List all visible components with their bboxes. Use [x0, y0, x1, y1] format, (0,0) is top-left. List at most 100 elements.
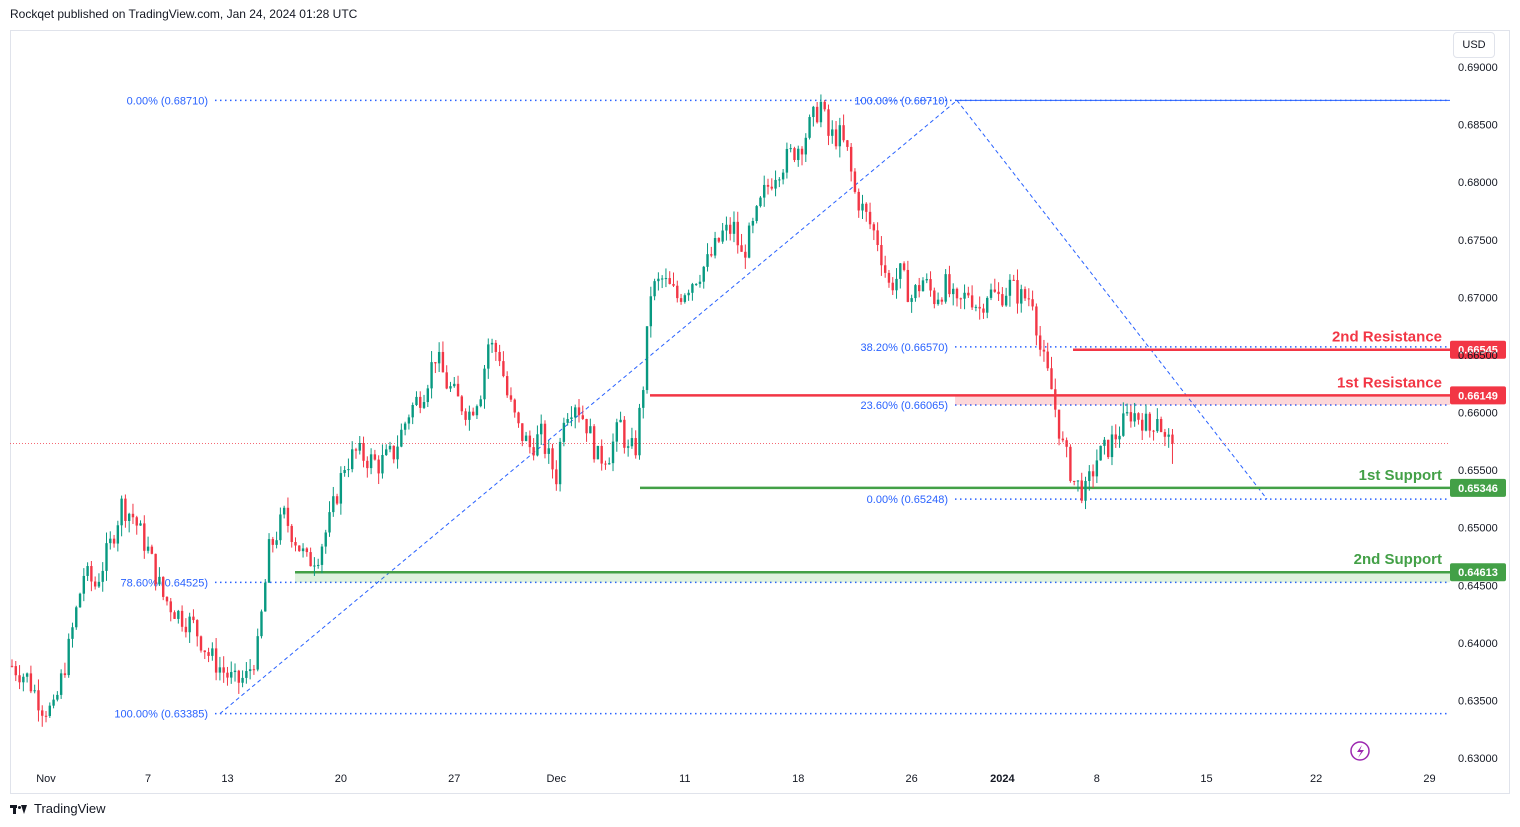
candle-body [316, 564, 320, 566]
candle-body [67, 638, 70, 676]
candle-body [589, 426, 592, 434]
candle-body [921, 280, 925, 292]
candle-body [343, 469, 346, 474]
candle-body [1069, 446, 1072, 481]
candle-body [1072, 480, 1076, 482]
candle-body [815, 106, 819, 123]
y-tick-label: 0.67000 [1458, 292, 1498, 304]
candle-body [668, 278, 671, 284]
candle-body [1091, 471, 1095, 477]
price-tag: 0.66149 [1458, 390, 1498, 402]
candle-body [925, 279, 928, 281]
fib-right-label: 0.00% (0.65248) [867, 494, 948, 506]
x-tick-label: 20 [335, 773, 347, 785]
level-label: 1st Resistance [1337, 374, 1442, 391]
candle-body [846, 140, 849, 147]
candle-body [808, 117, 811, 138]
candle-body [279, 514, 282, 541]
candle-body [948, 274, 951, 295]
candle-body [1114, 434, 1117, 440]
candle-body [596, 445, 600, 460]
candle-body [441, 351, 445, 373]
lightning-icon[interactable] [1350, 741, 1370, 761]
candle-body [1167, 434, 1170, 437]
candle-body [275, 540, 278, 545]
footer-brand[interactable]: TradingView [10, 801, 106, 816]
candle-body [1163, 432, 1167, 437]
candle-body [645, 326, 649, 391]
candle-body [479, 399, 482, 407]
candle-body [358, 443, 361, 451]
x-tick-label: 8 [1094, 773, 1100, 785]
candle-body [1061, 438, 1065, 441]
x-tick-label: 13 [221, 773, 233, 785]
candle-body [332, 496, 335, 513]
y-tick-label: 0.64500 [1458, 580, 1498, 592]
candle-body [400, 429, 403, 447]
candle-body [1144, 413, 1148, 431]
candle-body [347, 469, 350, 471]
candle-body [468, 411, 471, 420]
candle-body [192, 616, 195, 621]
candle-body [294, 542, 297, 546]
footer-logo-text: TradingView [34, 801, 106, 816]
candle-body [664, 278, 668, 280]
candle-body [634, 438, 637, 456]
candle-body [63, 673, 67, 676]
candle-body [626, 446, 630, 448]
support-zone [295, 572, 1450, 583]
candle-body [1031, 299, 1034, 307]
candle-body [37, 690, 40, 711]
candle-body [1171, 434, 1174, 444]
candle-body [14, 666, 17, 676]
candle-body [691, 284, 694, 293]
candle-body [831, 129, 834, 136]
candle-body [517, 412, 520, 424]
candle-body [199, 636, 203, 651]
candle-body [120, 498, 123, 526]
candle-body [351, 449, 354, 470]
candle-body [797, 148, 800, 161]
candle-body [403, 423, 407, 430]
candle-body [1103, 439, 1106, 446]
candle-body [555, 469, 558, 485]
candle-body [868, 211, 872, 225]
candle-body [853, 171, 857, 192]
candle-body [1050, 368, 1053, 390]
candle-body [301, 548, 305, 552]
candle-body [770, 186, 773, 189]
fib-left-label: 0.00% (0.68710) [127, 95, 208, 107]
candle-body [1148, 413, 1151, 431]
candle-body [313, 565, 316, 567]
candle-body [426, 388, 429, 403]
publisher-caption: Rockqet published on TradingView.com, Ja… [10, 7, 358, 21]
candle-body [226, 672, 229, 678]
fib-trendline-down [956, 100, 1268, 500]
candle-body [1080, 480, 1083, 501]
fib-right-label: 100.00% (0.68710) [854, 95, 948, 107]
candle-body [914, 285, 917, 299]
candle-body [154, 553, 157, 585]
candle-body [29, 673, 33, 692]
candle-body [392, 445, 395, 460]
candle-body [543, 423, 547, 454]
candle-body [642, 390, 645, 408]
chart-frame[interactable] [10, 30, 1510, 794]
candle-body [78, 593, 82, 608]
x-tick-label: 18 [792, 773, 804, 785]
candle-body [653, 281, 656, 297]
candle-body [1008, 279, 1012, 296]
candle-body [1035, 306, 1038, 336]
currency-button[interactable]: USD [1453, 32, 1495, 58]
candle-body [165, 596, 169, 602]
price-tag-bg [1450, 340, 1506, 359]
price-tag: 0.64613 [1458, 567, 1498, 579]
candle-body [630, 438, 634, 447]
candle-body [823, 101, 826, 110]
candle-body [729, 224, 732, 234]
candle-body [82, 575, 86, 594]
candle-body [430, 362, 433, 389]
candle-body [940, 299, 944, 302]
candle-body [388, 445, 392, 450]
